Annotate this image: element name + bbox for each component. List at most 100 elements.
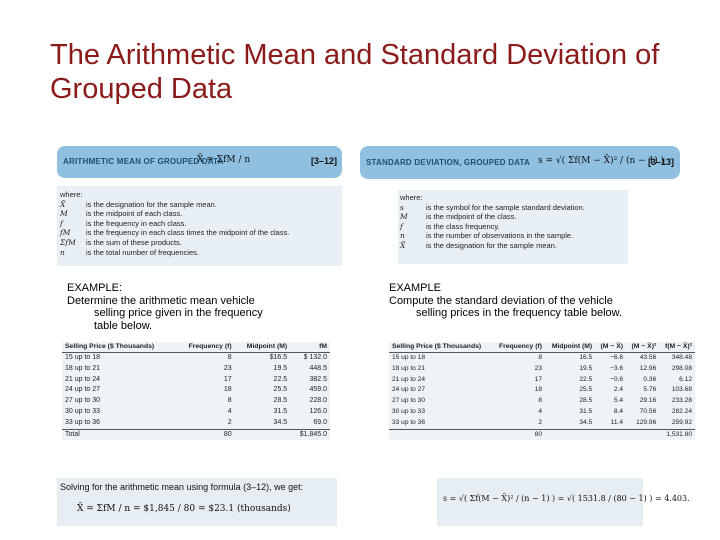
where-item: X̄ is the designation for the sample mean… — [400, 241, 640, 251]
where-description: is the sum of these products. — [86, 237, 182, 247]
table-cell: 24 up to 27 — [392, 386, 425, 394]
where-symbol: n — [400, 231, 405, 241]
table-row: 30 up to 33 4 31.5 126.0 — [62, 407, 330, 418]
mean-where-panel — [57, 186, 342, 266]
mean-where-list: where: X̄ is the designation for the samp… — [60, 190, 340, 257]
table-cell: 8 — [538, 354, 543, 361]
table-cell: 17 — [223, 375, 232, 383]
table-cell: −0.6 — [609, 375, 623, 383]
table-cell: 5.76 — [643, 386, 657, 394]
table-cell: 21 up to 24 — [392, 375, 425, 383]
table-cell: 16.5 — [579, 354, 593, 361]
table-cell: 15 up to 18 — [392, 354, 425, 361]
table-cell: 1,531.80 — [659, 428, 695, 441]
table-cell: 80 — [175, 428, 235, 441]
sd-formula: s = √( Σf(M − X̄)² / (n − 1) ) — [538, 156, 665, 166]
table-cell: 382.5 — [309, 375, 327, 383]
table-cell: Total — [62, 428, 176, 441]
caption-line: Compute the standard deviation of the ve… — [389, 294, 613, 307]
where-symbol: M — [60, 209, 68, 219]
table-row: 15 up to 18 8 16.5 −6.6 43.56 348.48 — [389, 353, 695, 364]
mean-solution-box: Solving for the arithmetic mean using fo… — [57, 478, 337, 526]
caption-line: EXAMPLE — [389, 282, 441, 294]
table-row: 21 up to 24 17 22.5 382.5 — [62, 375, 330, 386]
mean-solution-formula: X̄ = ΣfM / n = $1,845 / 80 = $23.1 (thou… — [77, 504, 291, 514]
table-total-row: 80 1,531.80 — [389, 428, 695, 441]
table-cell: 33 up to 36 — [65, 418, 101, 426]
table-total-row: Total 80 $1,845.0 — [62, 428, 330, 441]
sd-where-list: where: s is the symbol for the sample sta… — [400, 193, 640, 251]
table-row: 15 up to 18 8 $16.5 $ 132.0 — [62, 353, 330, 364]
where-header: where: — [60, 190, 83, 199]
table-cell: 2 — [538, 418, 543, 426]
table-cell: 22.5 — [273, 375, 288, 383]
table-cell: 29.16 — [639, 397, 657, 405]
table-row: 18 up to 21 23 19.5 448.5 — [62, 364, 330, 375]
table-cell: 15 up to 18 — [65, 354, 101, 361]
table-cell: 8 — [227, 397, 232, 405]
sd-solution-formula: s = √( Σf(M − X̄)² / (n − 1) ) = √( 1531… — [443, 494, 690, 503]
table-cell: 12.96 — [639, 364, 657, 372]
table-cell: 22.5 — [579, 375, 593, 383]
table-cell — [389, 428, 492, 441]
table-cell: 30 up to 33 — [392, 407, 425, 415]
table-cell: 4 — [538, 407, 543, 415]
mean-solution-text: Solving for the arithmetic mean using fo… — [60, 482, 304, 492]
sd-example-caption: EXAMPLE Compute the standard deviation o… — [389, 282, 709, 320]
table-cell: 23 — [223, 364, 232, 372]
column-header: (M − X̄) — [595, 342, 626, 353]
table-cell: 129.96 — [636, 418, 657, 426]
table-cell: 27 up to 30 — [392, 397, 425, 405]
table-cell: 2 — [227, 418, 232, 426]
table-cell: 18 — [534, 386, 543, 394]
column-header: Frequency (f) — [175, 342, 235, 353]
table-cell: 282.24 — [671, 407, 692, 415]
table-cell: 11.4 — [610, 418, 623, 426]
table-cell: 8 — [538, 397, 543, 405]
where-symbol: f — [60, 218, 63, 228]
where-item: f is the class frequency. — [400, 222, 640, 232]
table-row: 30 up to 33 4 31.5 8.4 70.56 282.24 — [389, 407, 695, 418]
column-header: Selling Price ($ Thousands) — [62, 342, 176, 353]
table-cell: 259.92 — [671, 418, 692, 426]
where-description: is the midpoint of the class. — [426, 212, 517, 222]
table-cell: 0.36 — [643, 375, 657, 383]
where-item: s is the symbol for the sample standard d… — [400, 203, 640, 213]
table-cell: 228.0 — [309, 397, 327, 405]
table-cell — [626, 428, 660, 441]
table-cell: −3.6 — [609, 364, 623, 372]
where-symbol: ΣfM — [60, 237, 76, 247]
table-cell: 25.5 — [579, 386, 593, 394]
where-description: is the midpoint of each class. — [86, 209, 183, 219]
table-cell: $ 132.0 — [303, 354, 327, 361]
where-symbol: fM — [60, 228, 71, 238]
table-cell: 6.12 — [679, 375, 692, 383]
table-cell: 34.5 — [273, 418, 288, 426]
table-cell: 103.68 — [671, 386, 692, 394]
where-description: is the frequency in each class times the… — [86, 228, 290, 238]
caption-line: Determine the arithmetic mean vehicle — [67, 294, 255, 307]
column-header: Midpoint (M) — [234, 342, 291, 353]
table-cell: 233.28 — [671, 397, 692, 405]
table-row: 27 up to 30 8 28.5 228.0 — [62, 396, 330, 407]
table-cell: 28.5 — [273, 397, 288, 405]
table-cell: 18 — [223, 386, 232, 394]
table-cell: 69.0 — [313, 418, 327, 426]
table-cell: 348.48 — [671, 354, 692, 361]
where-symbol: X̄ — [400, 240, 406, 250]
table-cell — [545, 428, 596, 441]
column-header: Midpoint (M) — [545, 342, 596, 353]
caption-line: EXAMPLE: — [67, 282, 123, 294]
table-cell: 80 — [491, 428, 546, 441]
where-description: is the frequency in each class. — [86, 218, 187, 228]
where-item: fM is the frequency in each class times t… — [60, 228, 340, 238]
table-cell: 28.5 — [579, 397, 593, 405]
table-row: 24 up to 27 18 25.5 2.4 5.76 103.68 — [389, 385, 695, 396]
table-cell: 24 up to 27 — [65, 386, 101, 394]
table-cell: 27 up to 30 — [65, 397, 101, 405]
table-cell: 19.5 — [579, 364, 593, 372]
sd-eq-number: [3–13] — [648, 157, 675, 167]
table-row: 21 up to 24 17 22.5 −0.6 0.36 6.12 — [389, 375, 695, 386]
